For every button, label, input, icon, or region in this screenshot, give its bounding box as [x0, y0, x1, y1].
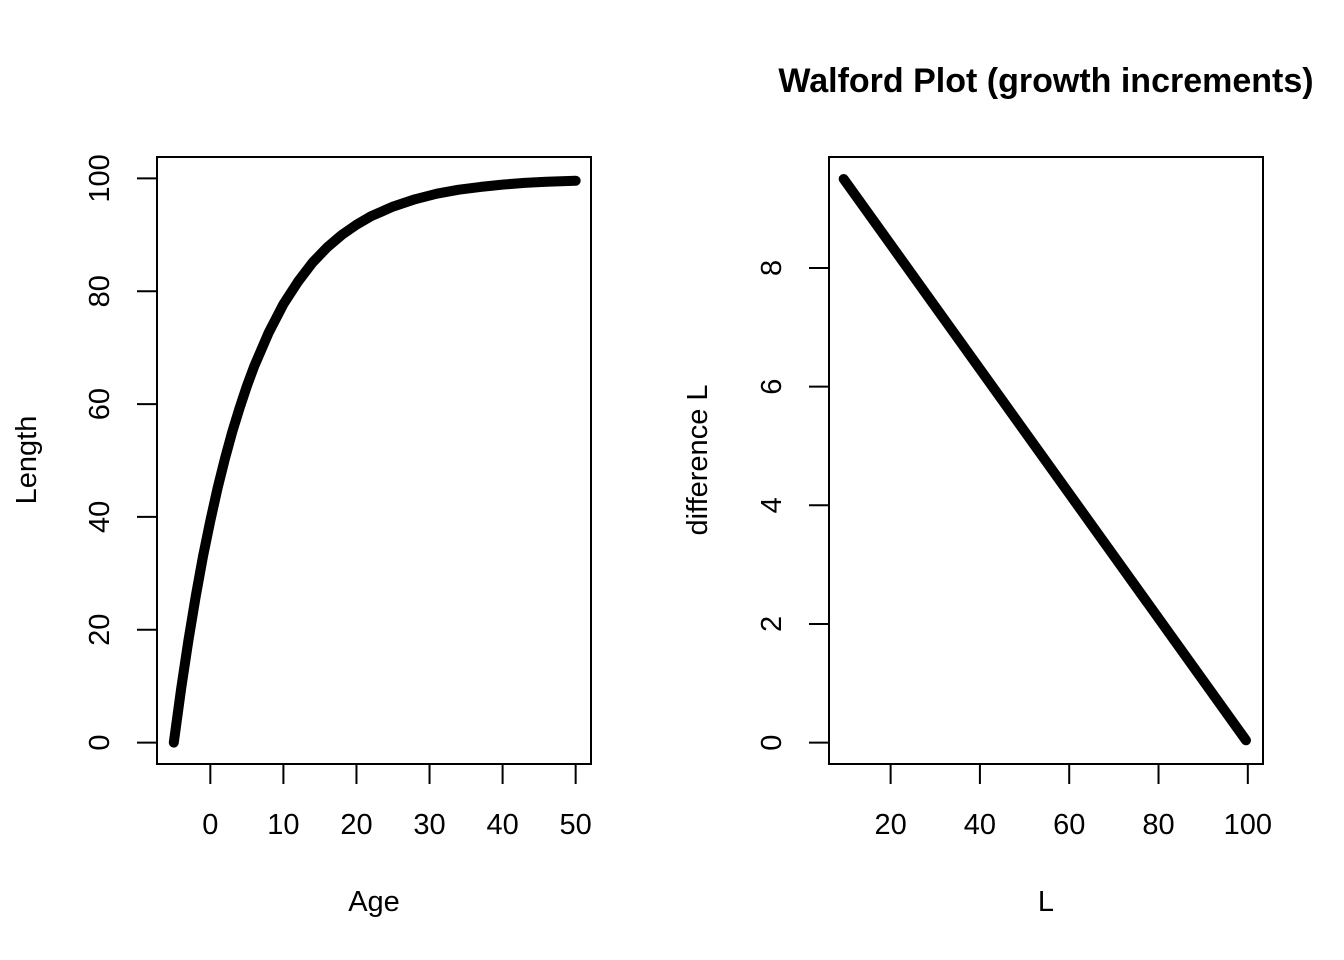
y-tick-label: 40 [84, 501, 116, 533]
y-axis-label: Length [11, 416, 43, 505]
x-tick-label: 80 [1142, 809, 1174, 841]
x-tick-label: 0 [202, 809, 218, 841]
chart-title: Walford Plot (growth increments) [778, 62, 1313, 100]
y-tick-label: 20 [84, 614, 116, 646]
y-tick-label: 8 [756, 260, 788, 276]
x-tick-label: 10 [267, 809, 299, 841]
x-axis: 0 10 20 30 40 50 [202, 763, 592, 841]
x-axis-label: Age [348, 886, 400, 918]
y-axis: 0 2 4 6 8 [756, 260, 830, 751]
x-tick-label: 60 [1053, 809, 1085, 841]
x-tick-label: 50 [560, 809, 592, 841]
x-axis: 20 40 60 80 100 [874, 763, 1272, 841]
y-axis-label: difference L [682, 384, 714, 535]
walford-plot-chart: Walford Plot (growth increments) 20 40 60 8… [682, 62, 1314, 918]
x-tick-label: 100 [1224, 809, 1272, 841]
series-line [838, 174, 1251, 746]
y-tick-label: 2 [756, 616, 788, 632]
y-tick-label: 0 [756, 735, 788, 751]
y-tick-label: 100 [84, 154, 116, 202]
y-tick-label: 80 [84, 275, 116, 307]
y-tick-label: 0 [84, 734, 116, 750]
y-tick-label: 60 [84, 388, 116, 420]
y-axis: 0 20 40 60 80 100 [84, 154, 158, 751]
x-tick-label: 40 [964, 809, 996, 841]
series-line [168, 175, 581, 748]
x-tick-label: 20 [874, 809, 906, 841]
growth-curve-chart: 0 10 20 30 40 50 0 20 40 60 80 100 Age Length [11, 154, 592, 918]
x-tick-label: 30 [413, 809, 445, 841]
y-tick-label: 6 [756, 379, 788, 395]
x-tick-label: 40 [486, 809, 518, 841]
x-axis-label: L [1038, 886, 1054, 918]
x-tick-label: 20 [340, 809, 372, 841]
y-tick-label: 4 [756, 497, 788, 513]
